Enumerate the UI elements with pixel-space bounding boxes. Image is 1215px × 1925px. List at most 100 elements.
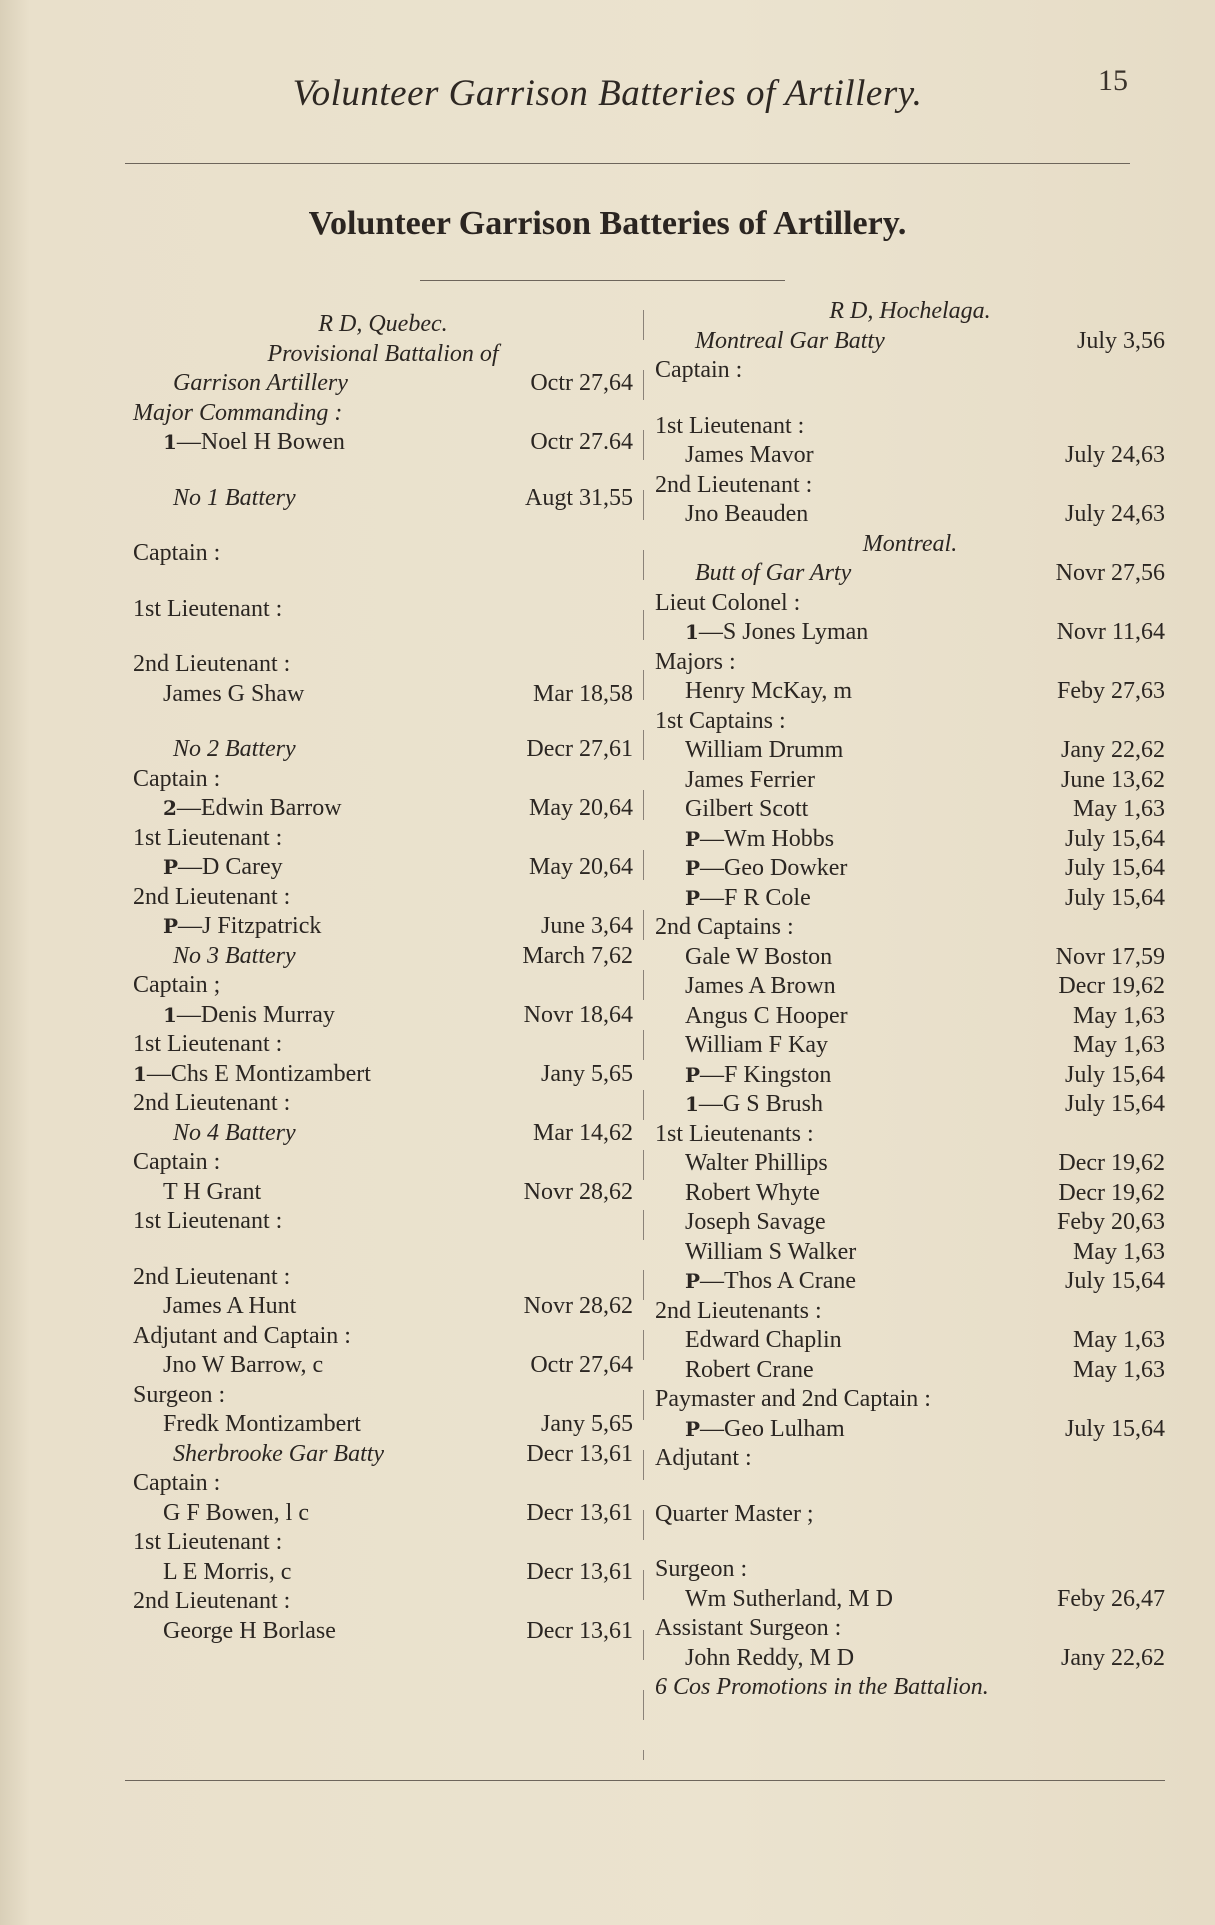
entry-text: Robert Whyte [685, 1179, 820, 1206]
entry-text: 2nd Lieutenants : [655, 1297, 822, 1324]
entry-name: 2—Edwin Barrow [133, 794, 342, 824]
entry-text: Paymaster and 2nd Captain : [655, 1386, 931, 1412]
entry-text: 2nd Lieutenant : [133, 1588, 291, 1614]
entry-date: Feby 27,63 [1057, 678, 1165, 704]
entry-date: Decr 13,61 [526, 1440, 633, 1467]
officer-entry: Joseph Savage Feby 20,63 [655, 1208, 1165, 1238]
entry-text: —Geo Dowker [700, 855, 848, 881]
entry-text: R D, Hochelaga. [829, 298, 991, 324]
rank-label: Surgeon : [133, 1381, 633, 1411]
entry-name: Montreal. [863, 530, 957, 560]
rank-label: Captain ; [133, 971, 633, 1001]
entry-name: Majors : [655, 648, 736, 678]
entry-date: Augt 31,55 [525, 484, 633, 511]
entry-name: James A Hunt [133, 1292, 296, 1322]
entry-name: R D, Quebec. [318, 310, 447, 340]
entry-text: 1st Lieutenant : [133, 824, 283, 851]
officer-entry: William S Walker May 1,63 [655, 1238, 1165, 1268]
entry-text: 2nd Lieutenant : [655, 471, 813, 498]
entry-name: Captain : [133, 765, 220, 795]
rank-label: 2nd Captains : [655, 913, 1165, 943]
entry-name: L E Morris, c [133, 1558, 291, 1588]
entry-name: Captain : [655, 356, 742, 386]
unit-heading: Sherbrooke Gar Batty Decr 13,61 [133, 1440, 633, 1470]
entry-text: 1st Lieutenant : [133, 595, 283, 622]
officer-entry: 1—S Jones Lyman Novr 11,64 [655, 618, 1165, 648]
entry-name: P—Geo Dowker [655, 854, 847, 884]
entry-name: 1st Lieutenant : [133, 595, 282, 625]
rank-label: 2nd Lieutenant : [133, 1089, 633, 1119]
entry-text: Adjutant and Captain : [133, 1322, 351, 1349]
officer-entry: 1—Denis Murray Novr 18,64 [133, 1001, 633, 1031]
entry-date: Jany 5,65 [541, 1060, 633, 1087]
rank-label: 1st Lieutenant : [133, 595, 633, 625]
entry-date: May 1,63 [1073, 1032, 1165, 1058]
entry-name: Adjutant : [655, 1444, 752, 1474]
entry-text: No 4 Battery [173, 1119, 296, 1146]
entry-name: Henry McKay, m [655, 677, 852, 707]
entry-name: 6 Cos Promotions in the Battalion. [655, 1673, 989, 1703]
entry-text: William S Walker [685, 1238, 857, 1265]
entry-text: Henry McKay, m [685, 678, 853, 704]
entry-name: P—Wm Hobbs [655, 825, 834, 855]
officer-entry: 1—G S Brush July 15,64 [655, 1090, 1165, 1120]
entry-name: Paymaster and 2nd Captain : [655, 1385, 931, 1415]
blank-line [655, 386, 1165, 412]
rank-label: Captain : [133, 539, 633, 569]
rank-label: 1st Lieutenant : [133, 1528, 633, 1558]
rank-label: 1st Lieutenant : [133, 1030, 633, 1060]
entry-name: Gale W Boston [655, 943, 832, 973]
entry-text: John Reddy, M D [685, 1644, 855, 1671]
entry-name: 1—Noel H Bowen [133, 428, 345, 458]
entry-date: Jany 22,62 [1061, 737, 1165, 763]
entry-name: 1st Lieutenants : [655, 1120, 814, 1150]
entry-text: 2nd Lieutenant : [133, 1090, 291, 1116]
entry-text: Captain : [133, 1470, 221, 1496]
column-hochelaga: R D, Hochelaga. Montreal Gar Batty July 3,… [655, 297, 1165, 1703]
entry-name: William Drumm [655, 736, 843, 766]
entry-text: Jno W Barrow, c [163, 1352, 324, 1378]
entry-name: William S Walker [655, 1238, 856, 1268]
entry-name: P—F R Cole [655, 884, 811, 914]
entry-name: 2nd Lieutenant : [133, 1089, 290, 1119]
entry-name: Gilbert Scott [655, 795, 808, 825]
entry-name: 1st Lieutenant : [133, 1030, 282, 1060]
entry-date: Feby 26,47 [1057, 1585, 1165, 1612]
entry-name: 1st Captains : [655, 707, 786, 737]
entry-name: 1—Denis Murray [133, 1001, 335, 1031]
entry-date: Novr 28,62 [523, 1178, 633, 1205]
entry-name: 2nd Lieutenant : [133, 1263, 290, 1293]
entry-name: 1—G S Brush [655, 1090, 823, 1120]
section-heading: R D, Hochelaga. [655, 297, 1165, 327]
entry-text: —Chs E Montizambert [146, 1060, 371, 1087]
entry-text: T H Grant [163, 1178, 262, 1205]
rank-label: Captain : [133, 1469, 633, 1499]
rank-mark: P [685, 1269, 701, 1293]
rank-mark: 2 [163, 796, 177, 820]
unit-heading: Butt of Gar Arty Novr 27,56 [655, 559, 1165, 589]
entry-text: Gilbert Scott [685, 796, 809, 822]
blank-line [655, 1474, 1165, 1500]
officer-entry: P—F Kingston July 15,64 [655, 1061, 1165, 1091]
entry-name: Fredk Montizambert [133, 1410, 361, 1440]
entry-name: 2nd Lieutenant : [133, 1587, 290, 1617]
entry-text: Sherbrooke Gar Batty [173, 1440, 385, 1467]
entry-date: Octr 27,64 [530, 370, 633, 396]
entry-date: Decr 13,61 [526, 1617, 633, 1644]
entry-name: 1st Lieutenant : [133, 824, 282, 854]
entry-name: P—F Kingston [655, 1061, 831, 1091]
entry-name: 2nd Lieutenant : [655, 471, 812, 501]
entry-text: G F Bowen, l c [163, 1499, 309, 1526]
entry-text: Majors : [655, 648, 736, 675]
entry-date: July 15,64 [1064, 884, 1165, 911]
entry-name: Captain ; [133, 971, 220, 1001]
entry-name: Angus C Hooper [655, 1002, 848, 1032]
entry-date: Octr 27,64 [530, 1352, 633, 1378]
rank-label: Adjutant and Captain : [133, 1322, 633, 1352]
entry-name: Assistant Surgeon : [655, 1614, 841, 1644]
entry-text: Captain : [133, 540, 221, 566]
entry-text: Montreal Gar Batty [695, 327, 885, 354]
rank-label: 2nd Lieutenant : [133, 650, 633, 680]
entry-text: Angus C Hooper [685, 1002, 848, 1029]
entry-text: James A Hunt [163, 1293, 297, 1319]
